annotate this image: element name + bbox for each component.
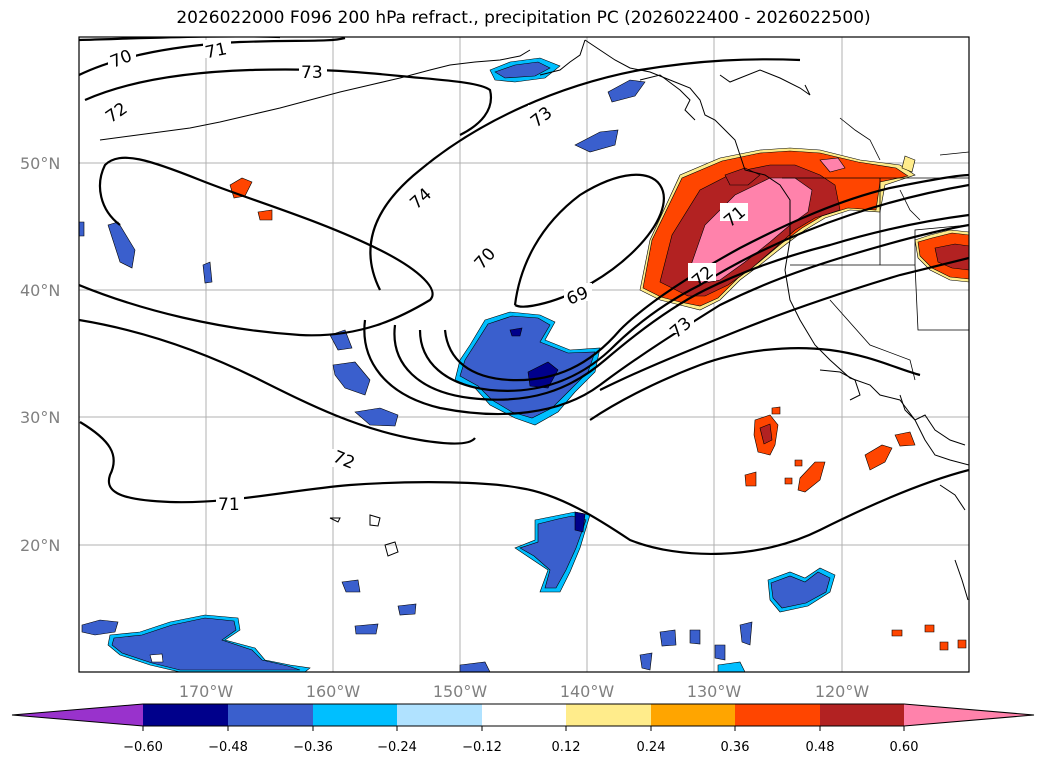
- colorbar-segment: [228, 704, 313, 726]
- colorbar-tick-label: 0.24: [637, 740, 666, 755]
- colorbar-extend-right: [904, 704, 1034, 726]
- contour-label-71a: 71: [203, 39, 228, 63]
- colorbar-tick-label: −0.48: [208, 740, 248, 755]
- political-borders: [782, 117, 969, 381]
- lat-label-20n: 20°N: [20, 536, 60, 555]
- lon-label-160w: 160°W: [306, 682, 361, 701]
- colorbar: −0.60 −0.48 −0.36 −0.24 −0.12 0.12 0.24 …: [11, 703, 1035, 755]
- colorbar-segment: [397, 704, 482, 726]
- refractivity-contours: [79, 37, 969, 556]
- lon-label-170w: 170°W: [179, 682, 234, 701]
- lat-label-30n: 30°N: [20, 408, 60, 427]
- colorbar-tick-label: 0.12: [552, 740, 581, 755]
- longitude-labels: 170°W 160°W 150°W 140°W 130°W 120°W: [179, 682, 870, 701]
- map-frame: [78, 36, 970, 673]
- colorbar-tick-label: −0.60: [123, 740, 163, 755]
- colorbar-segment: [313, 704, 397, 726]
- colorbar-tick-label: 0.60: [890, 740, 919, 755]
- coastlines: [99, 39, 969, 601]
- lon-label-140w: 140°W: [560, 682, 615, 701]
- colorbar-tick-label: 0.36: [721, 740, 750, 755]
- colorbar-segment: [820, 704, 904, 726]
- colorbar-segment: [651, 704, 735, 726]
- contour-label-73a: 73: [301, 63, 323, 83]
- contour-label-71c: 71: [218, 495, 240, 515]
- colorbar-extend-left: [12, 704, 143, 726]
- lon-label-150w: 150°W: [433, 682, 488, 701]
- colorbar-segment: [482, 704, 566, 726]
- colorbar-tick-label: −0.24: [377, 740, 417, 755]
- lon-label-120w: 120°W: [815, 682, 870, 701]
- colorbar-tick-label: −0.36: [293, 740, 333, 755]
- latitude-labels: 50°N 40°N 30°N 20°N: [20, 154, 60, 555]
- lat-label-50n: 50°N: [20, 154, 60, 173]
- map-title: 2026022000 F096 200 hPa refract., precip…: [176, 8, 871, 28]
- colorbar-segment: [735, 704, 820, 726]
- colorbar-tick-label: −0.12: [462, 740, 502, 755]
- colorbar-tick-label: 0.48: [806, 740, 835, 755]
- colorbar-segment: [143, 704, 228, 726]
- lon-label-130w: 130°W: [687, 682, 742, 701]
- negative-precip-regions: [79, 57, 836, 672]
- lat-label-40n: 40°N: [20, 281, 60, 300]
- colorbar-segment: [566, 704, 651, 726]
